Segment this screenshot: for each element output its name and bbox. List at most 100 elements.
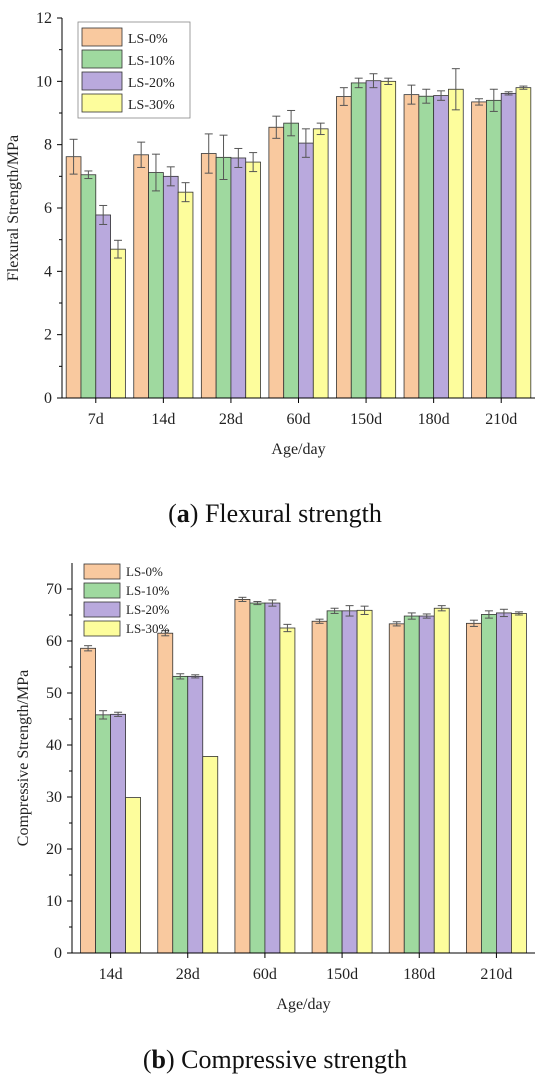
bar <box>200 153 217 399</box>
y-tick-label: 70 <box>46 581 62 598</box>
legend-label: LS-20% <box>128 76 175 91</box>
legend-swatch <box>81 93 123 113</box>
bar <box>268 126 285 399</box>
bar <box>230 157 247 399</box>
y-axis-title: Compressive Strength/MPa <box>15 670 32 846</box>
x-tick-label: 14d <box>151 411 175 428</box>
bar <box>511 613 527 954</box>
x-tick-label: 150d <box>350 411 382 428</box>
caption-b: (b) Compressive strength <box>143 1045 407 1074</box>
bar <box>336 96 352 399</box>
bar <box>172 675 189 954</box>
x-tick-label: 180d <box>418 411 450 428</box>
bar <box>312 128 329 399</box>
x-axis-title: Age/day <box>271 441 325 458</box>
bar <box>433 607 450 954</box>
y-tick-label: 6 <box>44 200 52 217</box>
bar <box>80 647 96 954</box>
caption-b-letter: b <box>152 1045 166 1074</box>
legend-label: LS-0% <box>126 564 163 579</box>
bar <box>448 88 464 399</box>
bar <box>481 614 497 954</box>
bar <box>418 615 435 954</box>
bar <box>202 756 219 954</box>
flexural-strength-chart: 0 2 4 6 8 10 12 7d 14d 28d 60d 150d 180d 210d Age/day F… <box>5 10 535 458</box>
caption-b-text: Compressive strength <box>181 1045 407 1074</box>
bar <box>388 623 405 954</box>
y-tick-label: 8 <box>44 137 52 154</box>
legend-swatch <box>81 49 123 69</box>
bar <box>403 94 420 399</box>
legend-label: LS-20% <box>126 602 170 617</box>
legend-swatch <box>83 563 121 580</box>
legend-swatch <box>83 601 121 618</box>
y-tick-label: 10 <box>36 73 52 90</box>
bar <box>283 122 299 399</box>
bar <box>471 101 487 399</box>
bar <box>80 174 97 399</box>
legend-label: LS-0% <box>128 32 168 47</box>
y-tick-label: 0 <box>54 945 62 962</box>
y-tick-label: 30 <box>46 789 62 806</box>
x-tick-label: 14d <box>99 966 123 983</box>
y-tick-label: 10 <box>46 893 62 910</box>
bar <box>350 82 367 399</box>
x-tick-label: 210d <box>485 411 517 428</box>
bar <box>264 602 281 954</box>
x-tick-label: 150d <box>326 966 358 983</box>
bar <box>496 612 512 954</box>
bar <box>125 797 141 954</box>
legend-swatch <box>81 71 123 91</box>
bar <box>500 92 517 399</box>
bar <box>433 95 449 399</box>
bar <box>380 80 397 399</box>
legend-swatch <box>83 582 121 599</box>
legend-label: LS-30% <box>128 98 175 113</box>
bar <box>234 599 251 954</box>
y-axis-title: Flexural Strength/MPa <box>5 135 22 281</box>
y-tick-label: 2 <box>44 327 52 344</box>
x-tick-label: 28d <box>219 411 243 428</box>
bar <box>95 214 111 399</box>
bar <box>245 161 261 399</box>
bar <box>515 87 532 399</box>
bar <box>341 610 358 954</box>
x-axis-title: Age/day <box>276 996 330 1013</box>
y-tick-label: 50 <box>46 685 62 702</box>
bar <box>65 156 82 399</box>
bar <box>148 172 164 399</box>
bar <box>177 191 194 399</box>
legend-label: LS-10% <box>126 583 170 598</box>
bar <box>326 610 343 954</box>
bar <box>215 156 232 399</box>
x-tick-label: 28d <box>176 966 200 983</box>
bar <box>110 713 126 954</box>
compressive-strength-chart: 0 10 20 30 40 50 60 70 14d 28d 60d 150d 180d 210d Age/… <box>15 563 535 1013</box>
x-tick-label: 180d <box>403 966 435 983</box>
bar <box>418 95 435 399</box>
legend-swatch <box>81 27 123 47</box>
caption-a-text: Flexural strength <box>205 499 382 528</box>
y-tick-label: 60 <box>46 633 62 650</box>
x-tick-label: 60d <box>253 966 277 983</box>
bar <box>356 609 373 954</box>
bar <box>486 99 502 399</box>
y-tick-label: 40 <box>46 737 62 754</box>
caption-a-letter: a <box>177 499 190 528</box>
bar <box>187 675 204 954</box>
x-tick-label: 7d <box>88 411 104 428</box>
bar <box>110 248 126 399</box>
bar <box>162 175 179 399</box>
bar <box>133 154 149 399</box>
bar <box>365 80 382 399</box>
bar <box>311 620 328 954</box>
bar <box>466 622 482 954</box>
caption-a: (a) Flexural strength <box>168 499 382 528</box>
bar <box>95 714 111 954</box>
legend-label: LS-30% <box>126 621 170 636</box>
bar <box>298 142 314 399</box>
y-tick-label: 20 <box>46 841 62 858</box>
bar <box>403 615 420 954</box>
x-tick-label: 210d <box>480 966 512 983</box>
